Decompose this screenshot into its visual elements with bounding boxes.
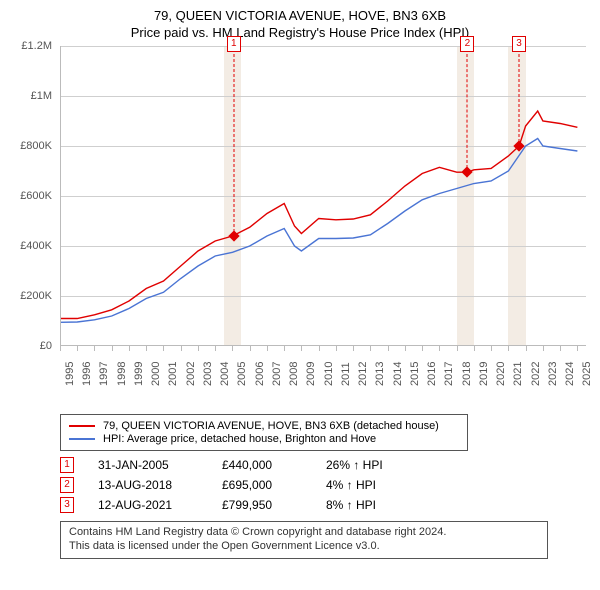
event-price: £799,950	[222, 498, 302, 512]
x-tick-mark	[543, 346, 544, 351]
chart-page: 79, QUEEN VICTORIA AVENUE, HOVE, BN3 6XB…	[0, 0, 600, 590]
x-tick-mark	[163, 346, 164, 351]
legend-box: 79, QUEEN VICTORIA AVENUE, HOVE, BN3 6XB…	[60, 414, 468, 451]
x-tick-mark	[232, 346, 233, 351]
event-hpi-delta: 26% ↑ HPI	[326, 458, 426, 472]
legend-swatch	[69, 425, 95, 427]
x-axis: 1995199619971998199920002001200220032004…	[60, 346, 586, 410]
legend-row: HPI: Average price, detached house, Brig…	[69, 433, 459, 445]
page-title: 79, QUEEN VICTORIA AVENUE, HOVE, BN3 6XB	[14, 8, 586, 23]
x-tick-mark	[60, 346, 61, 351]
x-tick-mark	[388, 346, 389, 351]
y-tick-label: £400K	[20, 240, 52, 252]
event-number-box: 1	[60, 457, 74, 473]
y-tick-label: £0	[40, 340, 52, 352]
license-box: Contains HM Land Registry data © Crown c…	[60, 521, 548, 559]
license-line: This data is licensed under the Open Gov…	[69, 540, 539, 554]
y-tick-label: £1.2M	[21, 40, 52, 52]
x-tick-mark	[353, 346, 354, 351]
x-tick-mark	[405, 346, 406, 351]
x-tick-mark	[577, 346, 578, 351]
event-hpi-delta: 4% ↑ HPI	[326, 478, 426, 492]
event-date: 31-JAN-2005	[98, 458, 198, 472]
license-line: Contains HM Land Registry data © Crown c…	[69, 526, 539, 540]
x-tick-mark	[457, 346, 458, 351]
x-tick-mark	[560, 346, 561, 351]
x-tick-mark	[474, 346, 475, 351]
legend-label: 79, QUEEN VICTORIA AVENUE, HOVE, BN3 6XB…	[103, 420, 439, 432]
event-table: 1 31-JAN-2005 £440,000 26% ↑ HPI 2 13-AUG-201…	[60, 457, 586, 513]
event-hpi-delta: 8% ↑ HPI	[326, 498, 426, 512]
x-tick-mark	[319, 346, 320, 351]
y-tick-label: £600K	[20, 190, 52, 202]
x-tick-mark	[198, 346, 199, 351]
x-tick-mark	[370, 346, 371, 351]
legend-row: 79, QUEEN VICTORIA AVENUE, HOVE, BN3 6XB…	[69, 420, 459, 432]
x-tick-mark	[301, 346, 302, 351]
legend-label: HPI: Average price, detached house, Brig…	[103, 433, 376, 445]
event-date: 13-AUG-2018	[98, 478, 198, 492]
x-tick-mark	[112, 346, 113, 351]
x-tick-mark	[215, 346, 216, 351]
event-price: £695,000	[222, 478, 302, 492]
x-tick-mark	[77, 346, 78, 351]
x-tick-mark	[94, 346, 95, 351]
x-tick-mark	[181, 346, 182, 351]
x-tick-mark	[439, 346, 440, 351]
event-number-box: 3	[60, 497, 74, 513]
x-tick-mark	[526, 346, 527, 351]
x-tick-mark	[336, 346, 337, 351]
chart-area: 123 £0£200K£400K£600K£800K£1M£1.2M 19951…	[14, 46, 586, 410]
event-row: 1 31-JAN-2005 £440,000 26% ↑ HPI	[60, 457, 586, 473]
x-tick-mark	[491, 346, 492, 351]
x-tick-mark	[284, 346, 285, 351]
event-number-box: 2	[60, 477, 74, 493]
x-tick-mark	[508, 346, 509, 351]
x-tick-mark	[129, 346, 130, 351]
legend-swatch	[69, 438, 95, 440]
x-tick-mark	[250, 346, 251, 351]
x-tick-mark	[146, 346, 147, 351]
event-price: £440,000	[222, 458, 302, 472]
y-tick-label: £200K	[20, 290, 52, 302]
plot-border	[60, 46, 586, 346]
page-subtitle: Price paid vs. HM Land Registry's House …	[14, 25, 586, 40]
event-row: 3 12-AUG-2021 £799,950 8% ↑ HPI	[60, 497, 586, 513]
x-tick-mark	[267, 346, 268, 351]
event-date: 12-AUG-2021	[98, 498, 198, 512]
y-tick-label: £800K	[20, 140, 52, 152]
y-tick-label: £1M	[31, 90, 52, 102]
x-tick-mark	[422, 346, 423, 351]
plot-region: 123	[60, 46, 586, 346]
event-row: 2 13-AUG-2018 £695,000 4% ↑ HPI	[60, 477, 586, 493]
x-tick-label: 2025	[581, 362, 600, 386]
